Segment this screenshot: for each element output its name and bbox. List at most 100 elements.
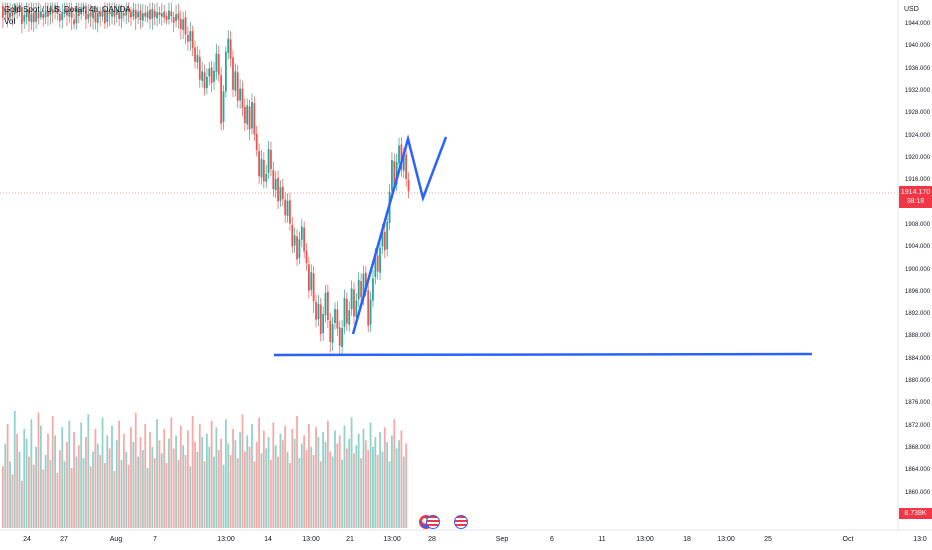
candle <box>248 99 251 140</box>
candle <box>87 4 90 24</box>
candle <box>111 2 113 25</box>
candle <box>4 2 7 20</box>
volume-bar <box>2 466 4 528</box>
candle <box>272 161 275 197</box>
volume-bar <box>305 450 308 528</box>
candle-body <box>189 31 192 42</box>
candle-body <box>348 310 351 325</box>
candle-body <box>324 292 327 316</box>
candle-body <box>58 13 61 22</box>
candle-body <box>49 7 52 15</box>
volume-bar <box>210 420 213 528</box>
volume-bar <box>393 419 396 528</box>
price-tick-label: 1876.000 <box>905 400 931 407</box>
candle-body <box>182 19 185 31</box>
candle <box>75 2 78 30</box>
symbol-title[interactable]: Gold Spot / U.S. Dollar, 4h, OANDA <box>4 5 131 14</box>
candle-body <box>184 17 187 35</box>
candle <box>115 3 118 23</box>
volume-bar <box>115 440 118 528</box>
candle <box>35 2 38 29</box>
candle <box>189 21 192 52</box>
candle-body <box>113 11 116 17</box>
price-tick-label: 1936.000 <box>905 65 931 72</box>
price-tick-label: 1868.000 <box>905 445 931 452</box>
candle-body <box>134 9 137 19</box>
volume-bar <box>44 454 47 528</box>
candle <box>96 6 99 33</box>
price-tick-label: 1908.000 <box>905 221 931 228</box>
volume-bar <box>374 437 377 528</box>
candle <box>312 266 315 313</box>
candle-body <box>398 145 400 164</box>
volume-bar <box>137 456 140 528</box>
volume-bar <box>158 440 161 528</box>
volume-bar <box>300 443 303 528</box>
volume-bar <box>224 419 227 528</box>
candle <box>217 45 220 82</box>
volume-bar <box>322 432 325 528</box>
candle <box>20 2 23 34</box>
candle-body <box>23 14 26 22</box>
candle-body <box>400 144 403 170</box>
volume-indicator-label[interactable]: Vol <box>4 17 16 26</box>
volume-bar <box>120 459 123 528</box>
candle-body <box>179 18 182 29</box>
candle <box>177 3 180 29</box>
volume-bar <box>379 432 381 528</box>
candle-body <box>9 12 11 18</box>
volume-bar <box>134 412 137 528</box>
us-flag-event-icon[interactable] <box>426 515 440 529</box>
candle <box>305 243 308 271</box>
candle-body <box>156 12 158 19</box>
candle-body <box>227 38 230 53</box>
volume-bar <box>80 422 83 528</box>
volume-bar <box>194 441 196 528</box>
candle <box>23 7 26 29</box>
volume-bar <box>398 440 400 528</box>
volume-bar <box>30 419 33 528</box>
candle <box>187 26 189 51</box>
projection-path-drawing[interactable] <box>351 134 448 335</box>
time-tick-label: 13:0 <box>913 536 927 543</box>
candle-body <box>391 160 393 191</box>
candle <box>391 152 393 198</box>
volume-bar <box>402 456 405 528</box>
candle <box>274 171 277 198</box>
time-tick-label: 13:00 <box>717 536 735 543</box>
volume-bar <box>272 422 275 528</box>
volume-bar <box>18 451 21 528</box>
currency-label[interactable]: USD <box>904 6 919 13</box>
candle <box>326 284 329 328</box>
volume-bar <box>405 443 408 528</box>
price-tick-label: 1864.000 <box>905 467 931 474</box>
volume-bar <box>232 428 234 528</box>
candle-body <box>236 72 239 101</box>
time-tick-label: 13:00 <box>383 536 401 543</box>
volume-bar <box>293 438 296 528</box>
candle-body <box>68 9 71 17</box>
volume-bar <box>248 446 251 528</box>
volume-bar <box>350 417 353 528</box>
volume-bar <box>198 424 201 528</box>
volume-bar <box>68 420 71 528</box>
candle <box>89 4 92 28</box>
support-trendline[interactable] <box>273 352 813 357</box>
candlestick-series <box>2 2 410 355</box>
candle-body <box>217 54 220 75</box>
candle-body <box>115 9 118 15</box>
candle <box>191 25 194 57</box>
us-flag-event-icon[interactable] <box>454 515 468 529</box>
candle-body <box>293 235 296 246</box>
volume-bar <box>104 463 106 528</box>
candle-body <box>187 35 189 42</box>
candle <box>203 64 206 96</box>
candle <box>407 172 410 199</box>
volume-bar <box>281 440 284 528</box>
volume-bar <box>58 450 61 528</box>
candle-body <box>92 10 94 19</box>
price-tick-label: 1896.000 <box>905 288 931 295</box>
candle-body <box>369 299 372 325</box>
candle-body <box>63 8 66 14</box>
